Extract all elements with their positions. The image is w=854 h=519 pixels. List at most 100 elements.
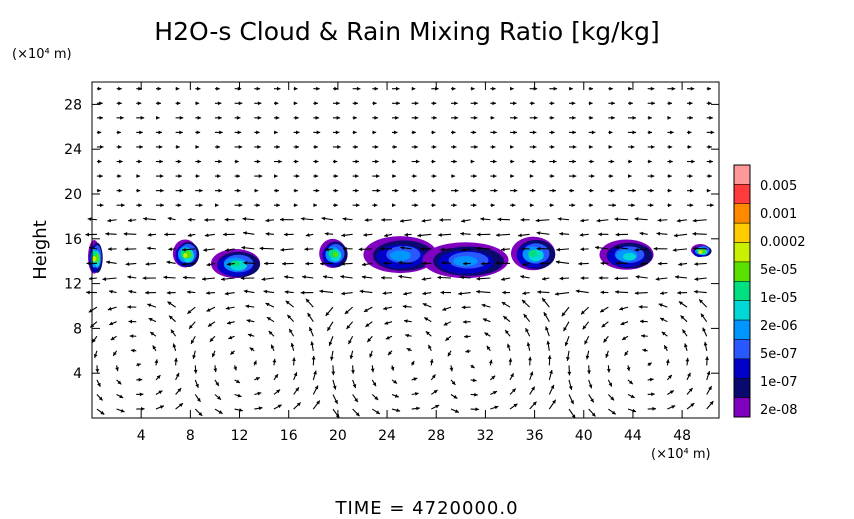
wind-vector	[641, 334, 648, 338]
wind-vector	[391, 188, 399, 193]
wind-vector-head	[336, 101, 340, 106]
wind-vector	[148, 317, 157, 323]
wind-vector-head	[638, 304, 643, 309]
wind-vector	[234, 393, 242, 398]
wind-vector	[313, 101, 318, 106]
wind-vector	[490, 130, 497, 135]
wind-vector	[211, 350, 216, 358]
wind-vector-head	[275, 188, 279, 193]
wind-vector	[476, 246, 491, 251]
wind-vector-head	[431, 159, 436, 164]
wind-vector-head	[172, 343, 177, 348]
wind-vector	[596, 218, 609, 223]
wind-vector	[450, 159, 457, 164]
wind-vector-head	[293, 372, 298, 377]
wind-vector-head	[374, 145, 379, 149]
y-axis-label: Height	[30, 220, 51, 280]
wind-vector-head	[694, 277, 699, 281]
wind-vector-head	[668, 374, 672, 379]
wind-vector-head	[243, 261, 248, 265]
wind-vector-head	[315, 188, 320, 193]
wind-vector-head	[102, 277, 107, 281]
wind-vector-head	[534, 115, 538, 120]
wind-vector	[214, 408, 223, 415]
wind-vector-head	[204, 233, 209, 238]
wind-vector	[259, 246, 274, 251]
wind-vector-head	[93, 353, 98, 358]
wind-vector-head	[614, 217, 619, 222]
wind-vector	[490, 174, 497, 178]
wind-vector	[214, 394, 222, 401]
wind-vector-head	[216, 145, 221, 149]
wind-vector-head	[254, 188, 259, 193]
wind-vector-head	[174, 357, 178, 362]
wind-vector	[490, 101, 496, 106]
wind-vector-head	[572, 130, 576, 135]
wind-vector-head	[511, 388, 516, 393]
wind-vector-head	[344, 310, 349, 314]
wind-vector	[450, 86, 456, 91]
wind-vector-head	[296, 130, 300, 135]
wind-vector	[136, 407, 145, 411]
wind-vector	[347, 335, 354, 345]
wind-vector-head	[624, 351, 629, 356]
wind-vector-head	[521, 299, 526, 304]
wind-vector	[155, 174, 164, 178]
wind-vector	[635, 275, 648, 279]
wind-vector-head	[175, 86, 180, 91]
wind-vector-head	[414, 115, 419, 120]
wind-vector	[450, 394, 458, 399]
wind-vector-head	[589, 86, 594, 91]
wind-vector	[206, 262, 216, 267]
wind-vector	[584, 335, 590, 345]
colorbar-swatch	[733, 164, 751, 185]
wind-vector-head	[417, 233, 422, 238]
wind-vector	[292, 357, 296, 366]
wind-vector	[639, 319, 648, 324]
wind-vector-head	[589, 115, 594, 120]
wind-vector	[273, 389, 281, 395]
wind-vector	[341, 233, 353, 238]
wind-vector	[116, 188, 123, 193]
wind-vector	[588, 394, 595, 403]
wind-vector-head	[628, 159, 633, 164]
wind-vector-head	[416, 159, 420, 164]
wind-vector	[443, 321, 452, 326]
wind-vector-head	[628, 174, 632, 178]
wind-vector	[510, 188, 518, 193]
wind-vector	[88, 306, 98, 313]
wind-vector	[293, 402, 302, 410]
wind-vector	[445, 335, 452, 342]
wind-vector-head	[145, 262, 150, 266]
wind-vector	[481, 303, 491, 308]
wind-vector-head	[341, 291, 345, 296]
wind-vector	[461, 248, 471, 252]
wind-vector-head	[327, 326, 331, 331]
wind-vector	[429, 358, 434, 366]
wind-vector-head	[356, 203, 360, 208]
wind-vector-head	[332, 385, 337, 390]
wind-vector	[568, 408, 576, 419]
wind-vector-head	[579, 232, 584, 237]
wind-vector-head	[393, 145, 397, 149]
wind-vector-head	[590, 398, 594, 403]
wind-vectors	[85, 86, 715, 419]
wind-vector-head	[700, 313, 705, 318]
wind-vector	[626, 365, 631, 372]
wind-vector-head	[218, 188, 222, 193]
wind-vector-head	[433, 389, 438, 394]
wind-vector	[341, 261, 353, 266]
x-tick-label: 28	[427, 428, 445, 444]
wind-vector	[93, 350, 98, 359]
wind-vector	[462, 261, 471, 266]
wind-vector-head	[589, 203, 594, 208]
wind-vector-head	[178, 174, 182, 178]
wind-vector	[243, 261, 255, 265]
wind-vector	[310, 341, 315, 351]
wind-vector	[667, 145, 673, 149]
wind-vector	[313, 145, 318, 149]
wind-vector-head	[187, 309, 192, 314]
wind-vector-head	[313, 370, 317, 375]
wind-vector-head	[634, 217, 639, 221]
wind-vector-head	[630, 394, 635, 398]
